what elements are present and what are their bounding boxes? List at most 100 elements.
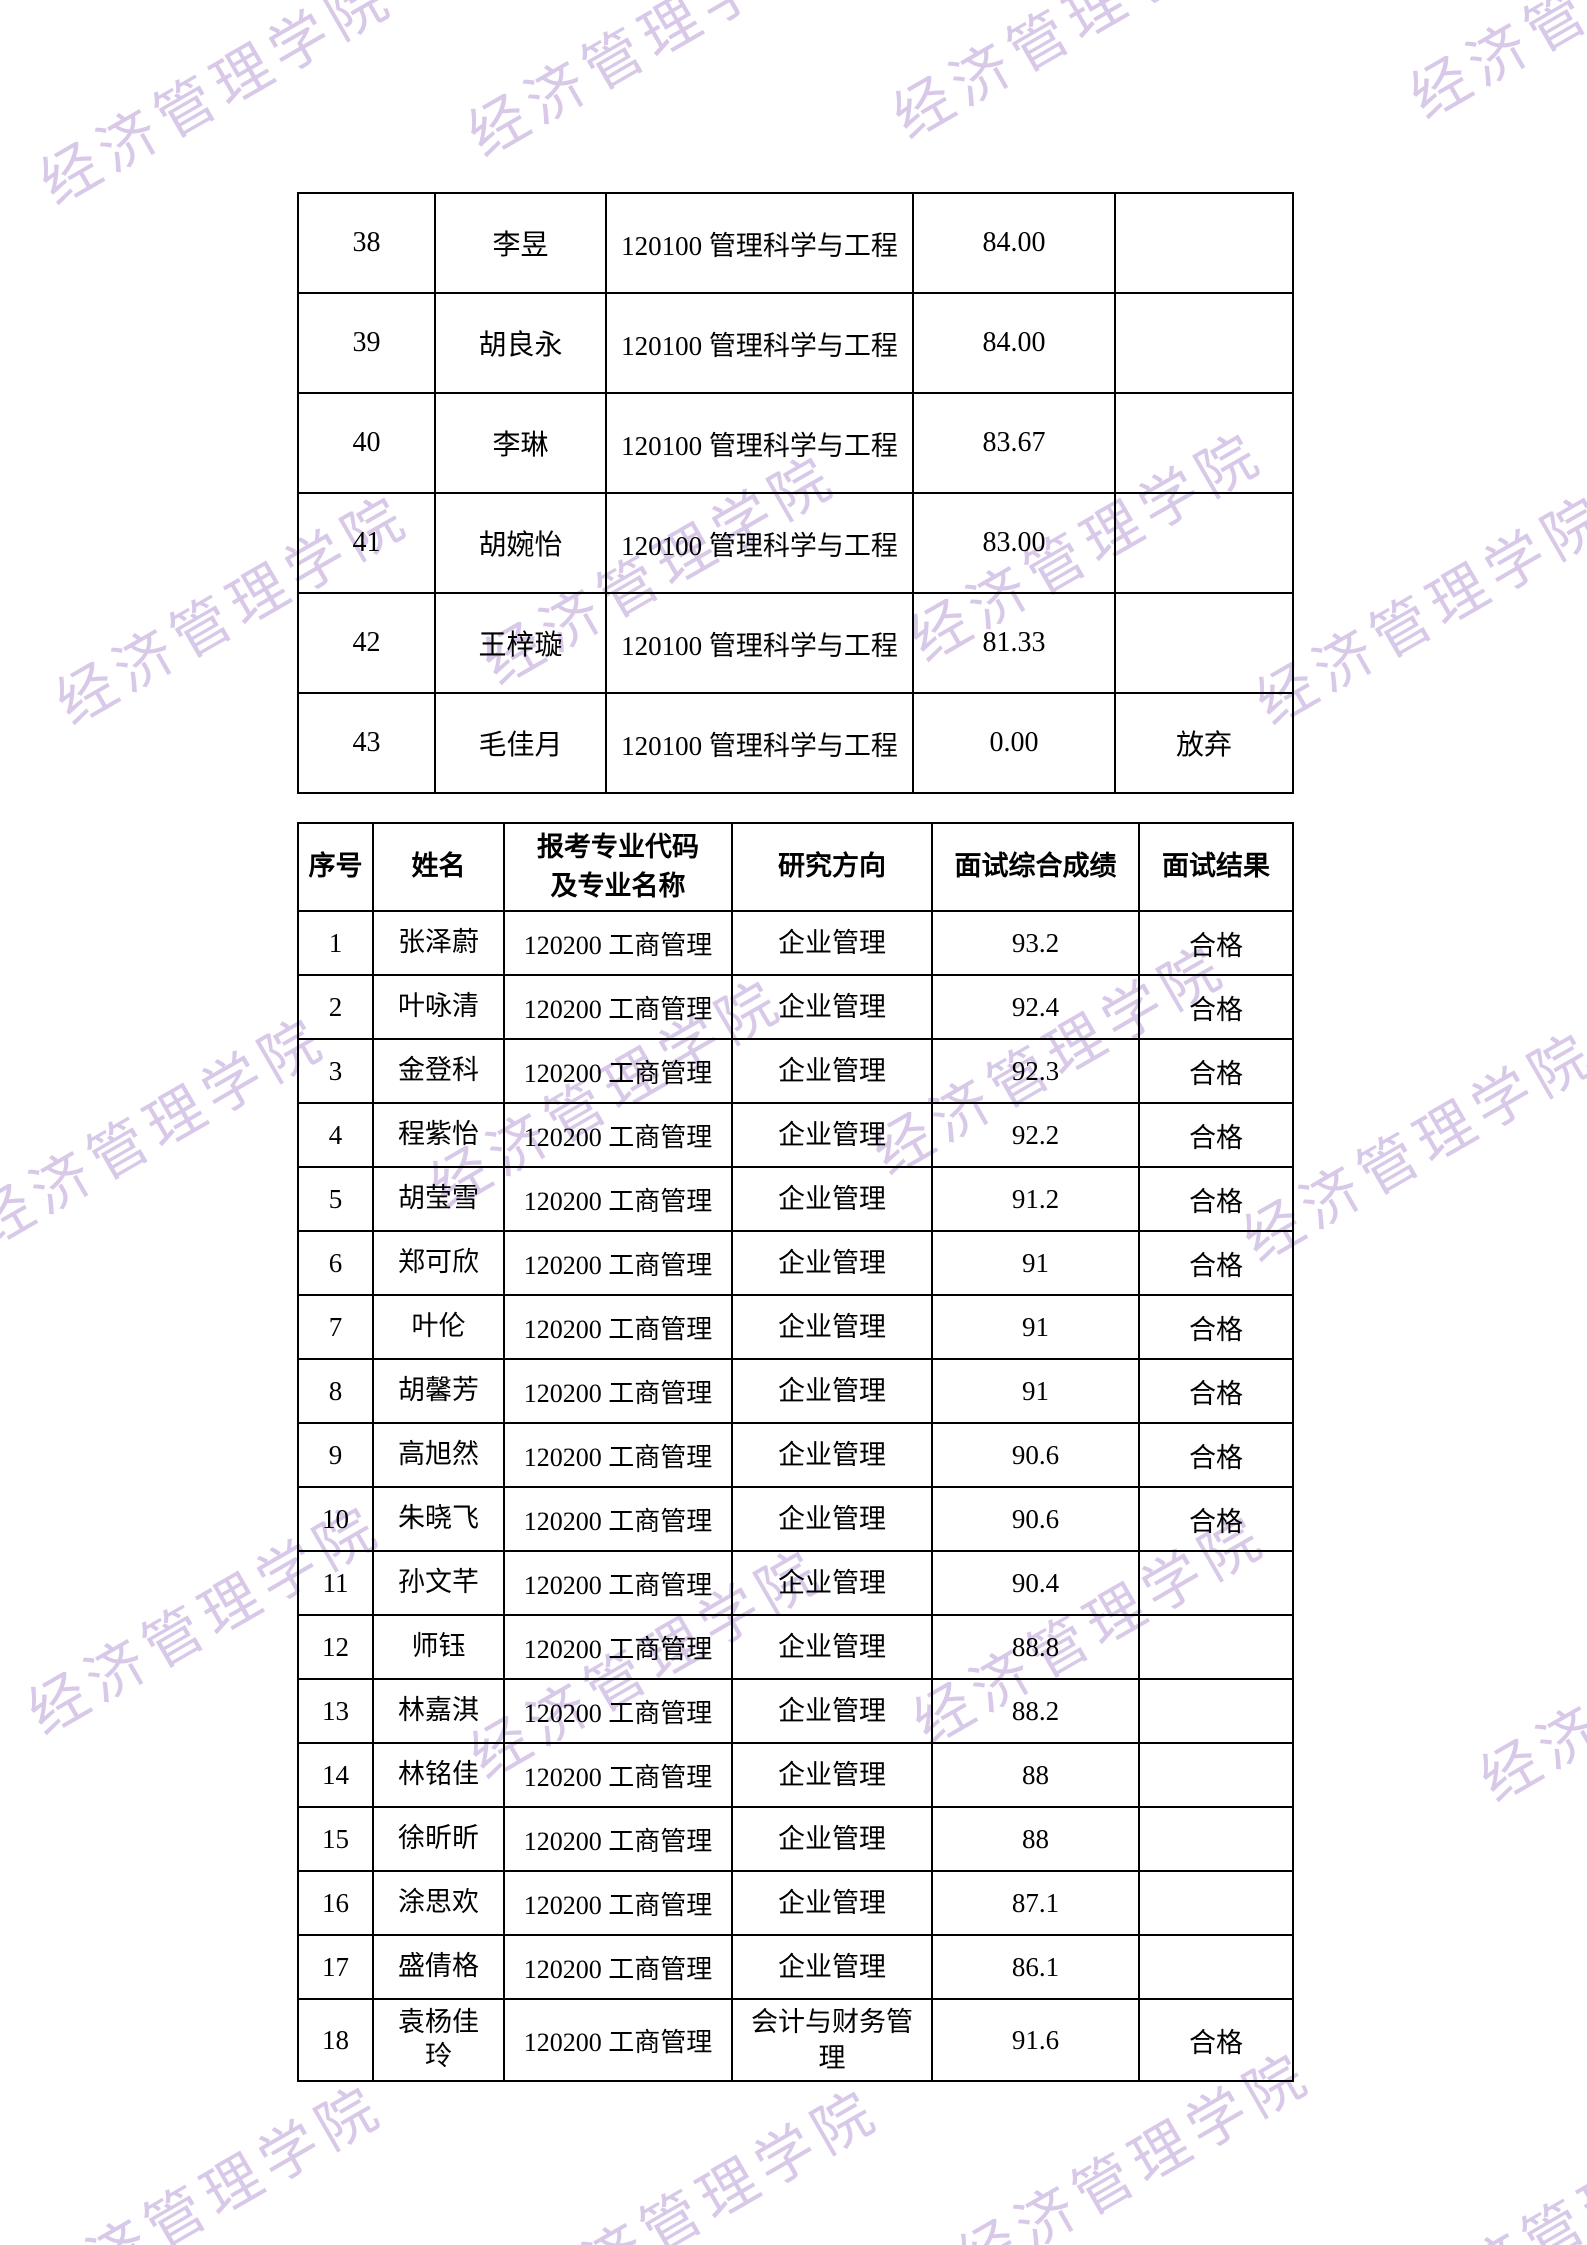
table-row: 14 林铭佳 120200 工商管理 企业管理 88 [297,1742,1294,1808]
cell-score: 0.00 [912,692,1116,794]
cell-name: 朱晓飞 [372,1486,505,1552]
cell-result [1114,292,1294,394]
cell-result: 合格 [1138,974,1294,1040]
cell-major: 120100 管理科学与工程 [605,392,914,494]
cell-name: 袁杨佳玲 [372,1998,505,2082]
cell-major: 120200 工商管理 [503,1294,733,1360]
cell-score: 84.00 [912,292,1116,394]
table-row: 43 毛佳月 120100 管理科学与工程 0.00 放弃 [297,692,1294,794]
cell-score: 92.2 [931,1102,1140,1168]
cell-result [1138,1742,1294,1808]
header-score: 面试综合成绩 [931,822,1140,912]
cell-num: 5 [297,1166,374,1232]
cell-num: 4 [297,1102,374,1168]
cell-direction: 企业管理 [731,1422,933,1488]
cell-major: 120200 工商管理 [503,1998,733,2082]
cell-name: 金登科 [372,1038,505,1104]
cell-major: 120100 管理科学与工程 [605,692,914,794]
watermark-text: 经济管理学院 [29,0,405,218]
cell-result [1138,1934,1294,2000]
cell-result [1138,1550,1294,1616]
cell-num: 41 [297,492,436,594]
cell-major: 120200 工商管理 [503,1230,733,1296]
cell-result [1138,1806,1294,1872]
cell-score: 88 [931,1742,1140,1808]
cell-num: 11 [297,1550,374,1616]
cell-score: 90.4 [931,1550,1140,1616]
header-direction: 研究方向 [731,822,933,912]
table-row: 9 高旭然 120200 工商管理 企业管理 90.6 合格 [297,1422,1294,1488]
cell-result [1138,1614,1294,1680]
cell-num: 7 [297,1294,374,1360]
cell-num: 40 [297,392,436,494]
cell-num: 12 [297,1614,374,1680]
cell-result: 放弃 [1114,692,1294,794]
cell-score: 90.6 [931,1422,1140,1488]
cell-result: 合格 [1138,1294,1294,1360]
header-result: 面试结果 [1138,822,1294,912]
cell-result: 合格 [1138,1038,1294,1104]
cell-name: 郑可欣 [372,1230,505,1296]
header-major: 报考专业代码 及专业名称 [503,822,733,912]
table-row: 8 胡馨芳 120200 工商管理 企业管理 91 合格 [297,1358,1294,1424]
watermark-text: 经济管理学院 [882,0,1258,152]
watermark-text: 经济管理学院 [457,0,833,170]
cell-major: 120200 工商管理 [503,1102,733,1168]
cell-num: 1 [297,910,374,976]
cell-major: 120200 工商管理 [503,1614,733,1680]
cell-num: 2 [297,974,374,1040]
cell-major: 120200 工商管理 [503,974,733,1040]
cell-direction: 企业管理 [731,1294,933,1360]
cell-name: 胡莹雪 [372,1166,505,1232]
cell-name: 毛佳月 [434,692,607,794]
cell-name: 李昱 [434,192,607,294]
cell-name: 徐昕昕 [372,1806,505,1872]
watermark-text: 经济管理学院 [19,2072,395,2245]
cell-score: 88 [931,1806,1140,1872]
cell-direction: 企业管理 [731,1806,933,1872]
cell-result: 合格 [1138,1998,1294,2082]
table-row: 13 林嘉淇 120200 工商管理 企业管理 88.2 [297,1678,1294,1744]
table-row: 15 徐昕昕 120200 工商管理 企业管理 88 [297,1806,1294,1872]
table-row: 1 张泽蔚 120200 工商管理 企业管理 93.2 合格 [297,910,1294,976]
cell-major: 120200 工商管理 [503,1870,733,1936]
cell-num: 6 [297,1230,374,1296]
cell-result [1138,1678,1294,1744]
table-row: 38 李昱 120100 管理科学与工程 84.00 [297,192,1294,294]
cell-name: 高旭然 [372,1422,505,1488]
table-row: 18 袁杨佳玲 120200 工商管理 会计与财务管理 91.6 合格 [297,1998,1294,2082]
cell-direction: 企业管理 [731,1742,933,1808]
table-row: 12 师钰 120200 工商管理 企业管理 88.8 [297,1614,1294,1680]
cell-num: 39 [297,292,436,394]
cell-major: 120200 工商管理 [503,910,733,976]
table-row: 17 盛倩格 120200 工商管理 企业管理 86.1 [297,1934,1294,2000]
cell-num: 42 [297,592,436,694]
cell-major: 120200 工商管理 [503,1742,733,1808]
cell-score: 83.67 [912,392,1116,494]
cell-result [1114,592,1294,694]
table-row: 41 胡婉怡 120100 管理科学与工程 83.00 [297,492,1294,594]
cell-name: 林铭佳 [372,1742,505,1808]
cell-result: 合格 [1138,910,1294,976]
cell-result: 合格 [1138,1230,1294,1296]
watermark-text: 经济管理学院 [1399,0,1587,132]
table-row: 10 朱晓飞 120200 工商管理 企业管理 90.6 合格 [297,1486,1294,1552]
cell-result: 合格 [1138,1486,1294,1552]
cell-score: 88.2 [931,1678,1140,1744]
table-row: 2 叶咏清 120200 工商管理 企业管理 92.4 合格 [297,974,1294,1040]
cell-major: 120200 工商管理 [503,1678,733,1744]
watermark-text: 经济管理学院 [0,1004,338,1260]
cell-direction: 企业管理 [731,1166,933,1232]
table-row: 39 胡良永 120100 管理科学与工程 84.00 [297,292,1294,394]
cell-major: 120200 工商管理 [503,1038,733,1104]
cell-direction: 企业管理 [731,910,933,976]
cell-num: 16 [297,1870,374,1936]
cell-result [1114,392,1294,494]
cell-num: 38 [297,192,436,294]
cell-name: 程紫怡 [372,1102,505,1168]
lower-results-table: 序号 姓名 报考专业代码 及专业名称 研究方向 面试综合成绩 面试结果 1 张泽蔚… [297,822,1294,2082]
cell-name: 胡良永 [434,292,607,394]
cell-num: 9 [297,1422,374,1488]
cell-name: 张泽蔚 [372,910,505,976]
cell-direction: 企业管理 [731,1934,933,2000]
